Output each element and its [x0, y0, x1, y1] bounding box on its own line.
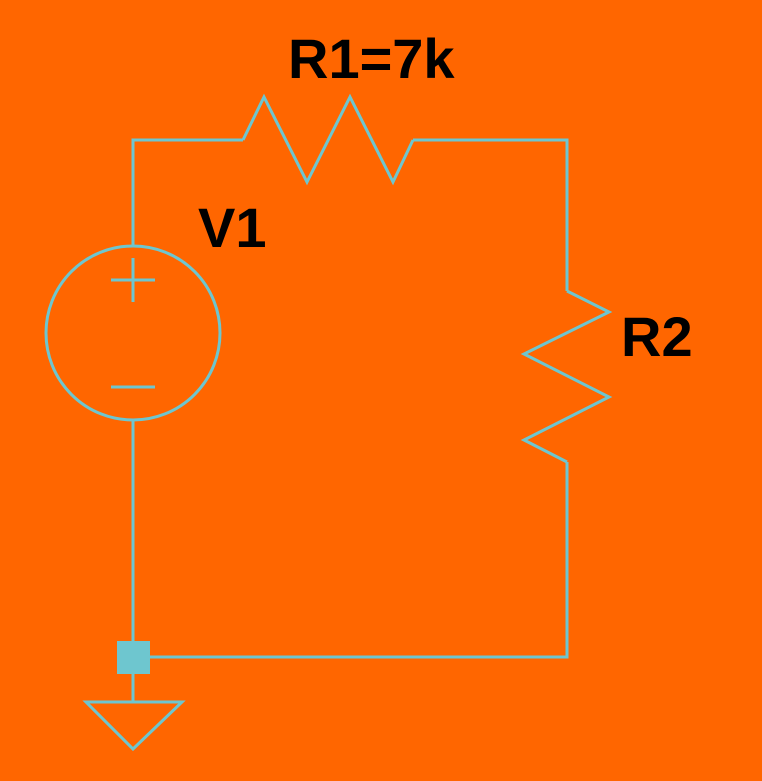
ground-symbol[interactable] [82, 700, 186, 752]
r2-label: R2 [621, 305, 693, 368]
voltage-source-v1[interactable] [44, 244, 222, 422]
wire-r1-to-r2 [413, 138, 569, 291]
wires [131, 138, 569, 701]
junction-node[interactable] [117, 641, 150, 674]
v1-label: V1 [198, 196, 267, 259]
ground-icon [82, 700, 186, 752]
resistor-icon [520, 289, 613, 464]
resistor-r2[interactable] [520, 289, 613, 464]
r1-label: R1=7k [288, 27, 455, 90]
wire-source-to-r1 [131, 138, 243, 246]
voltage-source-icon [44, 244, 222, 422]
resistor-icon [241, 93, 415, 186]
resistor-r1[interactable] [241, 93, 415, 186]
wire-r2-to-ground-node [133, 462, 569, 659]
